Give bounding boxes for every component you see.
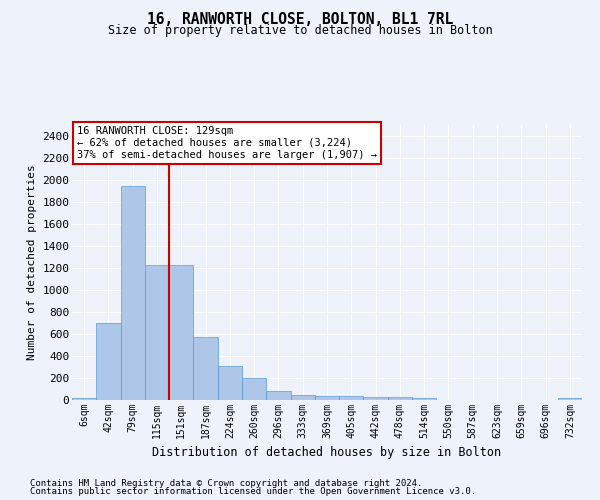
Bar xyxy=(218,366,242,400)
Bar xyxy=(266,391,290,400)
Text: Contains HM Land Registry data © Crown copyright and database right 2024.: Contains HM Land Registry data © Crown c… xyxy=(30,478,422,488)
Bar xyxy=(290,395,315,400)
Bar xyxy=(121,186,145,400)
Y-axis label: Number of detached properties: Number of detached properties xyxy=(26,164,37,360)
Text: 16 RANWORTH CLOSE: 129sqm
← 62% of detached houses are smaller (3,224)
37% of se: 16 RANWORTH CLOSE: 129sqm ← 62% of detac… xyxy=(77,126,377,160)
Bar xyxy=(388,397,412,400)
Bar xyxy=(412,398,436,400)
Bar xyxy=(315,396,339,400)
Bar xyxy=(364,397,388,400)
Bar xyxy=(193,337,218,400)
Bar xyxy=(339,396,364,400)
Bar xyxy=(169,265,193,400)
Bar xyxy=(558,398,582,400)
Text: Contains public sector information licensed under the Open Government Licence v3: Contains public sector information licen… xyxy=(30,487,476,496)
X-axis label: Distribution of detached houses by size in Bolton: Distribution of detached houses by size … xyxy=(152,446,502,460)
Bar xyxy=(72,398,96,400)
Text: 16, RANWORTH CLOSE, BOLTON, BL1 7RL: 16, RANWORTH CLOSE, BOLTON, BL1 7RL xyxy=(147,12,453,28)
Bar xyxy=(145,265,169,400)
Text: Size of property relative to detached houses in Bolton: Size of property relative to detached ho… xyxy=(107,24,493,37)
Bar xyxy=(96,323,121,400)
Bar xyxy=(242,378,266,400)
